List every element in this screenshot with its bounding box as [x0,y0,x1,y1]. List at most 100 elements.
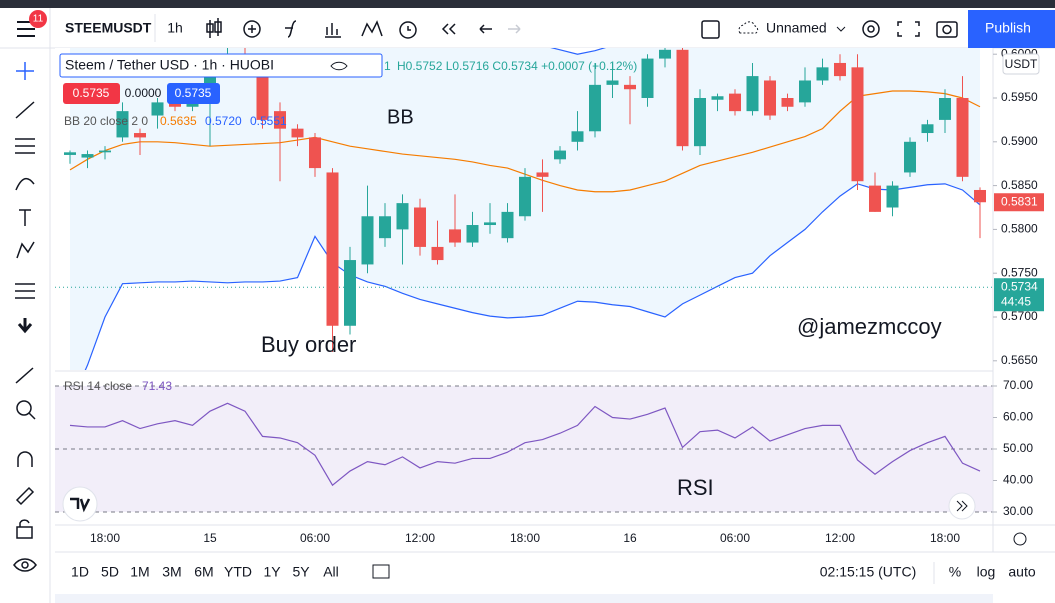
candle-body [606,80,619,85]
top-strip [0,0,1055,8]
range-button[interactable]: 1D [71,564,89,580]
rsi-tick-label: 50.00 [1003,441,1033,455]
dropdown-arrow [836,26,846,32]
drawing-tools[interactable] [13,62,37,572]
candle-body [326,172,339,326]
candle-body [624,84,636,90]
scroll-icon [956,500,968,512]
range-button[interactable]: 5Y [292,564,310,580]
candle-body [676,49,689,147]
candle-body [379,216,391,239]
candle-body [484,222,496,226]
rsi-line [69,402,981,487]
candle-body [939,98,951,120]
price-marker [994,193,1044,212]
price-tick-label: 0.5650 [1001,353,1038,367]
logo[interactable] [62,486,98,522]
time-label: 06:00 [720,531,750,545]
scale-option[interactable]: % [949,564,961,580]
candle-body [659,49,671,59]
buy-button[interactable] [167,83,220,104]
rsi-tick-label: 60.00 [1003,410,1033,424]
time-label: 06:00 [300,531,330,545]
rsi-plot [55,385,993,513]
rsi-tick-label: 40.00 [1003,473,1033,487]
candle-body [589,84,601,132]
countdown: 44:45 [1001,294,1031,308]
cloud-icon [738,21,759,34]
sell-price[interactable]: 0.5735 [73,86,110,100]
candle-body [169,102,181,107]
symbol[interactable]: STEEMUSDT [65,20,152,36]
main-plot [55,48,993,370]
range-button[interactable]: 1Y [263,564,281,580]
bb-lower-value: 0.5551 [250,114,287,128]
publish-label[interactable]: Publish [985,20,1031,36]
candle-body [921,124,934,134]
candle-body [361,216,374,265]
candle-body [519,176,531,217]
top-toolbar [0,8,1055,48]
time-label: 18:00 [930,531,960,545]
range-button[interactable]: YTD [224,564,252,580]
candle-body [344,260,356,326]
candle-body [729,93,741,112]
candle-body [746,76,759,112]
candle-body [116,111,129,138]
price-tick-label: 0.5800 [1001,222,1038,236]
badge-count: 11 [33,14,44,25]
publish-button[interactable] [968,10,1055,48]
time-label: 18:00 [90,531,120,545]
candle-body [396,203,409,230]
currency[interactable]: USDT [1005,57,1038,71]
annotation: RSI [677,475,714,500]
price-tick-label: 0.5850 [1001,178,1038,192]
candle-body [694,98,706,147]
date-range-icon[interactable] [372,564,390,579]
settings-icon[interactable] [1013,532,1027,546]
layout-name[interactable]: Unnamed [766,20,827,36]
candle-body [414,207,426,247]
time-label: 12:00 [405,531,435,545]
logo-mark [70,497,91,513]
clock: 02:15:15 (UTC) [820,564,916,580]
sell-button[interactable] [63,83,120,104]
bb-lower-line [84,183,981,370]
range-button[interactable]: 5D [101,564,119,580]
rsi-value: 71.43 [142,379,172,393]
time-label: 12:00 [825,531,855,545]
candle-body [956,98,969,177]
buy-price[interactable]: 0.5735 [175,86,212,100]
eye-icon[interactable] [330,61,348,71]
candle-body [309,137,321,169]
range-button[interactable]: 1M [130,564,149,580]
price-tick-label: 0.5750 [1001,265,1038,279]
candle-body [134,133,146,138]
scale-option[interactable]: auto [1008,564,1035,580]
legend-ohlc: H0.5752 L0.5716 C0.5734 +0.0007 (+0.12%) [397,59,637,73]
legend-count: 1 [384,59,391,73]
bb-basis-value: 0.5635 [160,114,197,128]
price-marker-label: 0.5831 [1001,194,1038,208]
bb-legend: BB 20 close 2 0 [64,114,148,128]
toolbar-icons[interactable] [206,18,958,39]
range-button[interactable]: 6M [194,564,213,580]
time-label: 16 [623,531,637,545]
legend-title: Steem / Tether USD · 1h · HUOBI [65,57,274,73]
scale-option[interactable]: log [977,564,996,580]
range-button[interactable]: All [323,564,339,580]
candle-body [764,80,776,116]
candle-body [81,154,94,158]
rsi-legend: RSI 14 close [64,379,132,393]
price-tick-label: 0.5900 [1001,134,1038,148]
bottom-bar: 1D 5D 1M 3M 6M YTD 1Y 5Y All% log auto [71,564,1036,580]
range-button[interactable]: 3M [162,564,181,580]
candle-body [274,111,286,129]
legend-box[interactable] [59,53,383,78]
candle-body [641,58,654,98]
candle-body [291,128,304,138]
interval[interactable]: 1h [167,20,183,36]
time-label: 18:00 [510,531,540,545]
currency-box[interactable] [1002,53,1040,75]
